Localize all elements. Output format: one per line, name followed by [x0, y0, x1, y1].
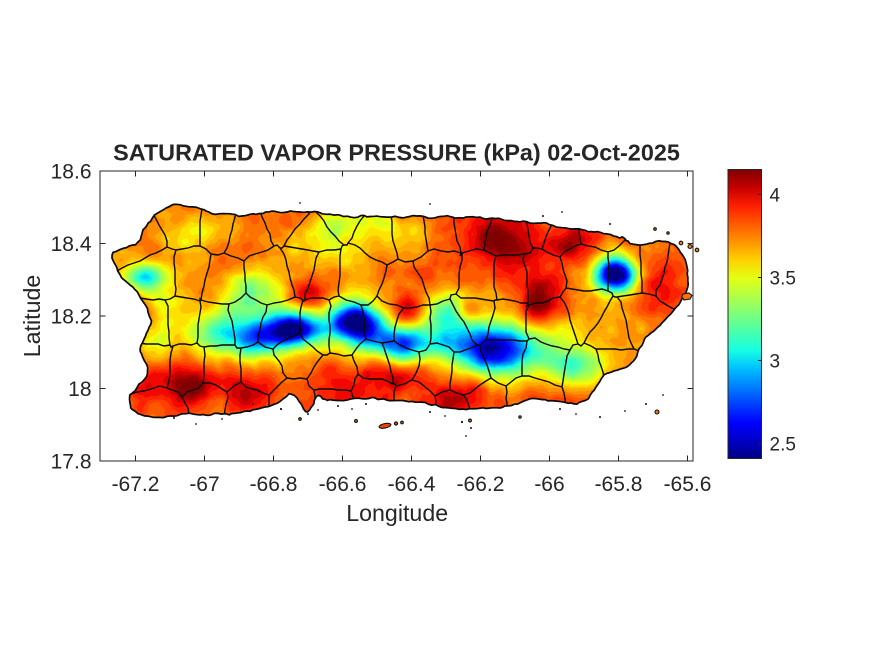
svg-text:Latitude: Latitude [19, 275, 45, 358]
svg-text:18.6: 18.6 [51, 160, 92, 183]
svg-text:Longitude: Longitude [346, 500, 448, 526]
svg-text:-66: -66 [534, 473, 564, 496]
svg-text:2.5: 2.5 [770, 434, 796, 455]
svg-text:18.4: 18.4 [51, 233, 92, 256]
svg-text:3: 3 [770, 351, 781, 372]
svg-text:-65.8: -65.8 [595, 473, 643, 496]
svg-text:-66.6: -66.6 [319, 473, 367, 496]
svg-text:18: 18 [68, 378, 91, 401]
svg-text:-66.8: -66.8 [250, 473, 298, 496]
svg-text:-67: -67 [189, 473, 219, 496]
svg-text:3.5: 3.5 [770, 268, 796, 289]
svg-text:-66.2: -66.2 [457, 473, 505, 496]
svg-text:-67.2: -67.2 [112, 473, 160, 496]
svg-text:18.2: 18.2 [51, 305, 92, 328]
svg-text:-66.4: -66.4 [388, 473, 436, 496]
svg-text:-65.6: -65.6 [664, 473, 712, 496]
svg-text:17.8: 17.8 [51, 450, 92, 473]
svg-text:SATURATED VAPOR PRESSURE (kPa): SATURATED VAPOR PRESSURE (kPa) 02-Oct-20… [113, 140, 680, 166]
svg-text:4: 4 [770, 185, 781, 206]
